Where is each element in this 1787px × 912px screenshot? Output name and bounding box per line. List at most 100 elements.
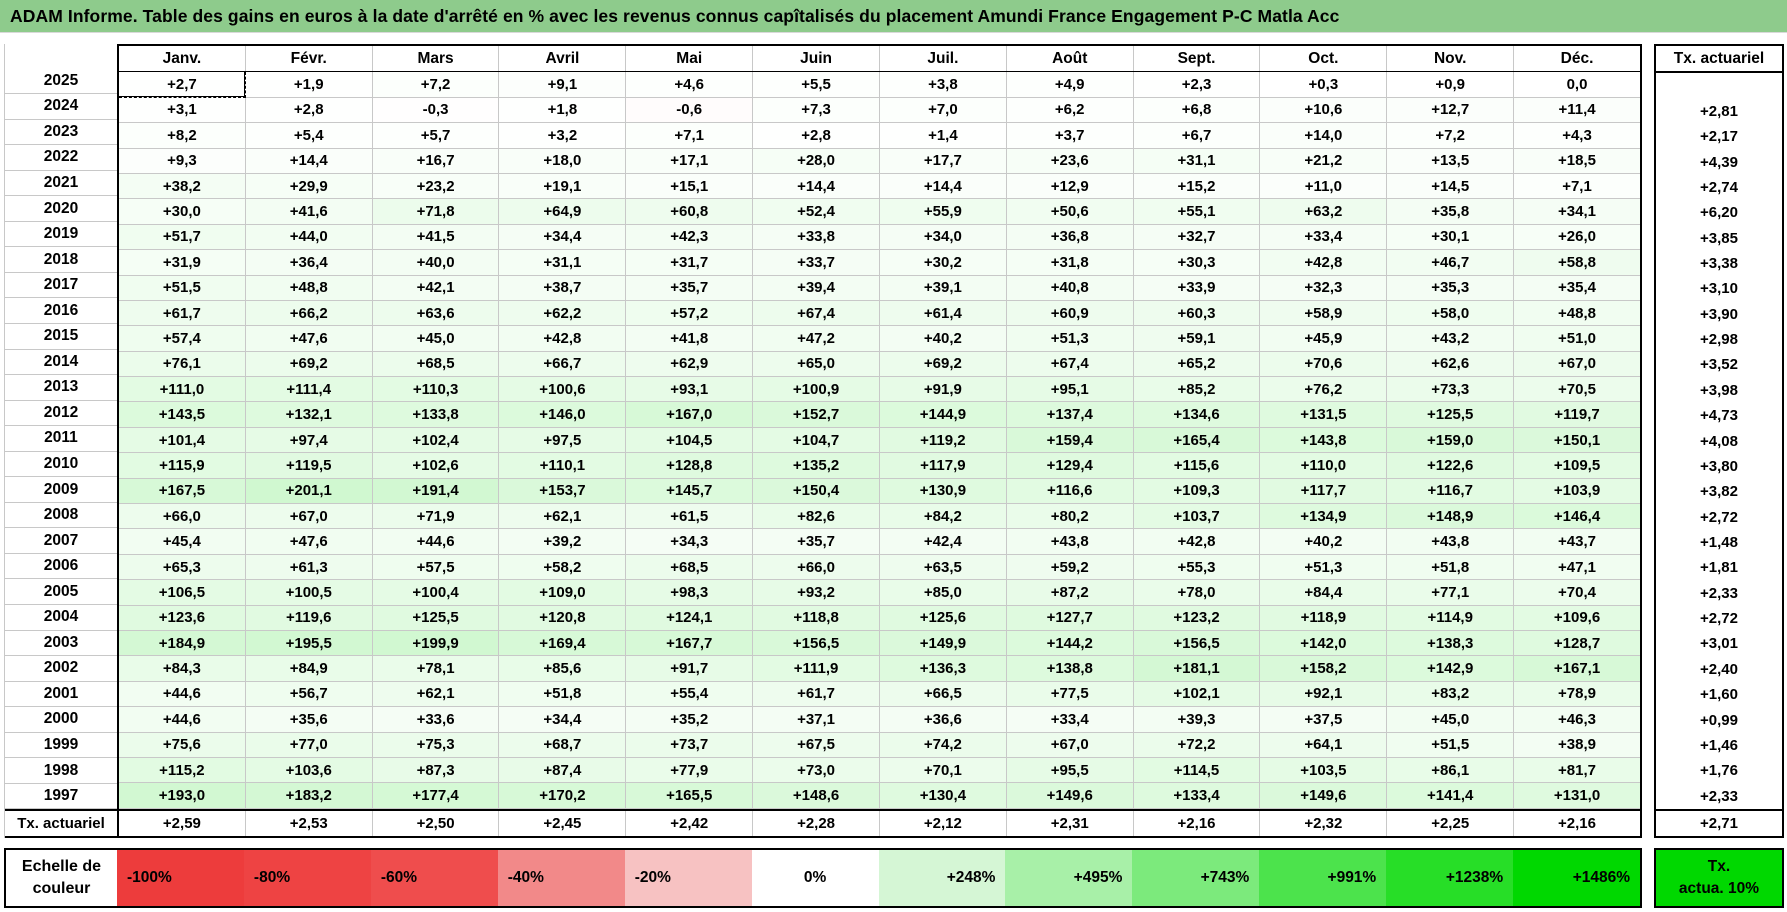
- table-cell[interactable]: +42,8: [1260, 250, 1388, 276]
- footer-value-cell[interactable]: +2,12: [879, 810, 1007, 837]
- table-cell[interactable]: +195,5: [245, 630, 373, 657]
- table-cell[interactable]: +167,1: [1514, 656, 1640, 682]
- table-cell[interactable]: +119,7: [1514, 402, 1640, 428]
- table-cell[interactable]: +66,5: [879, 681, 1007, 708]
- table-cell[interactable]: +18,0: [499, 148, 627, 174]
- table-cell[interactable]: +69,2: [245, 351, 373, 378]
- table-cell[interactable]: +109,0: [499, 580, 627, 606]
- year-cell[interactable]: 2005: [5, 579, 117, 606]
- table-cell[interactable]: +26,0: [1514, 224, 1640, 251]
- tx-value-cell[interactable]: +3,98: [1700, 381, 1738, 399]
- table-cell[interactable]: +67,0: [1514, 351, 1640, 378]
- table-cell[interactable]: +34,4: [499, 224, 627, 251]
- table-cell[interactable]: +191,4: [372, 478, 500, 505]
- table-cell[interactable]: +41,5: [372, 224, 500, 251]
- table-cell[interactable]: +42,3: [626, 224, 754, 251]
- table-cell[interactable]: +83,2: [1387, 681, 1515, 708]
- table-cell[interactable]: +137,4: [1006, 402, 1134, 428]
- table-cell[interactable]: +82,6: [753, 504, 880, 530]
- table-cell[interactable]: +43,2: [1387, 326, 1515, 352]
- table-cell[interactable]: +84,4: [1260, 580, 1388, 606]
- table-cell[interactable]: +72,2: [1133, 732, 1261, 758]
- table-cell[interactable]: +67,4: [1006, 351, 1134, 378]
- table-cell[interactable]: +61,7: [119, 300, 246, 327]
- table-cell[interactable]: +74,2: [879, 732, 1007, 758]
- table-cell[interactable]: +123,6: [119, 605, 246, 631]
- table-cell[interactable]: +76,2: [1260, 377, 1388, 403]
- table-cell[interactable]: +75,3: [372, 732, 500, 758]
- table-cell[interactable]: +42,4: [879, 529, 1007, 555]
- table-cell[interactable]: +66,0: [119, 504, 246, 530]
- table-cell[interactable]: +60,3: [1133, 300, 1261, 327]
- year-cell[interactable]: 2021: [5, 170, 117, 197]
- table-cell[interactable]: +100,9: [753, 377, 880, 403]
- table-cell[interactable]: +125,5: [372, 605, 500, 631]
- table-cell[interactable]: +70,6: [1260, 351, 1388, 378]
- table-cell[interactable]: +76,1: [119, 351, 246, 378]
- table-cell[interactable]: +35,2: [626, 707, 754, 733]
- table-cell[interactable]: +95,5: [1006, 757, 1134, 784]
- table-cell[interactable]: +67,5: [753, 732, 880, 758]
- table-cell[interactable]: +9,3: [119, 148, 246, 174]
- tx-value-cell[interactable]: +2,98: [1700, 331, 1738, 349]
- month-header-cell[interactable]: Mars: [373, 46, 500, 72]
- table-cell[interactable]: +17,7: [879, 148, 1007, 174]
- table-cell[interactable]: +51,8: [499, 681, 627, 708]
- table-cell[interactable]: +104,5: [626, 427, 754, 454]
- footer-value-cell[interactable]: +2,50: [372, 810, 500, 837]
- table-cell[interactable]: +55,1: [1133, 199, 1261, 225]
- footer-value-cell[interactable]: +2,32: [1260, 810, 1388, 837]
- table-cell[interactable]: +14,5: [1387, 173, 1515, 200]
- table-cell[interactable]: +77,0: [245, 732, 373, 758]
- table-cell[interactable]: +144,9: [879, 402, 1007, 428]
- table-cell[interactable]: +129,4: [1006, 453, 1134, 479]
- table-cell[interactable]: +181,1: [1133, 656, 1261, 682]
- tx-value-cell[interactable]: +2,17: [1700, 128, 1738, 146]
- table-cell[interactable]: +118,9: [1260, 605, 1388, 631]
- year-cell[interactable]: 2009: [5, 477, 117, 503]
- table-cell[interactable]: +110,1: [499, 453, 627, 479]
- table-cell[interactable]: +11,4: [1514, 97, 1640, 124]
- table-cell[interactable]: +143,8: [1260, 427, 1388, 454]
- table-cell[interactable]: +149,6: [1260, 783, 1388, 809]
- table-cell[interactable]: +167,7: [626, 630, 754, 657]
- table-cell[interactable]: +119,6: [245, 605, 373, 631]
- year-cell[interactable]: 2019: [5, 221, 117, 248]
- table-cell[interactable]: +65,3: [119, 554, 246, 581]
- table-cell[interactable]: +38,9: [1514, 732, 1640, 758]
- table-cell[interactable]: +46,7: [1387, 250, 1515, 276]
- table-cell[interactable]: +71,9: [372, 504, 500, 530]
- table-cell[interactable]: +91,7: [626, 656, 754, 682]
- table-cell[interactable]: +103,5: [1260, 757, 1388, 784]
- table-cell[interactable]: +109,6: [1514, 605, 1640, 631]
- month-header-cell[interactable]: Févr.: [246, 46, 373, 72]
- table-cell[interactable]: +62,1: [499, 504, 627, 530]
- footer-value-cell[interactable]: +2,45: [499, 810, 627, 837]
- table-cell[interactable]: +42,8: [499, 326, 627, 352]
- table-cell[interactable]: +58,0: [1387, 300, 1515, 327]
- table-cell[interactable]: +47,1: [1514, 554, 1640, 581]
- table-cell[interactable]: +35,7: [626, 275, 754, 301]
- tx-value-cell[interactable]: +1,46: [1700, 736, 1738, 754]
- year-cell[interactable]: 2011: [5, 426, 117, 452]
- table-cell[interactable]: +130,9: [879, 478, 1007, 505]
- table-cell[interactable]: +63,5: [879, 554, 1007, 581]
- table-cell[interactable]: +4,9: [1006, 72, 1134, 98]
- table-cell[interactable]: +165,4: [1133, 427, 1261, 454]
- table-cell[interactable]: +119,2: [879, 427, 1007, 454]
- table-cell[interactable]: +159,0: [1387, 427, 1515, 454]
- table-cell[interactable]: +28,0: [753, 148, 880, 174]
- table-cell[interactable]: 0,0: [1514, 72, 1640, 98]
- tx-footer-cell[interactable]: +2,71: [1656, 808, 1782, 836]
- table-cell[interactable]: +120,8: [499, 605, 627, 631]
- table-cell[interactable]: +97,5: [499, 427, 627, 454]
- tx-value-cell[interactable]: +1,76: [1700, 762, 1738, 780]
- table-cell[interactable]: +60,8: [626, 199, 754, 225]
- table-cell[interactable]: +73,3: [1387, 377, 1515, 403]
- table-cell[interactable]: +73,0: [753, 757, 880, 784]
- table-cell[interactable]: +193,0: [119, 783, 246, 809]
- table-cell[interactable]: +77,5: [1006, 681, 1134, 708]
- table-cell[interactable]: +150,1: [1514, 427, 1640, 454]
- table-cell[interactable]: +64,1: [1260, 732, 1388, 758]
- table-cell[interactable]: +146,4: [1514, 504, 1640, 530]
